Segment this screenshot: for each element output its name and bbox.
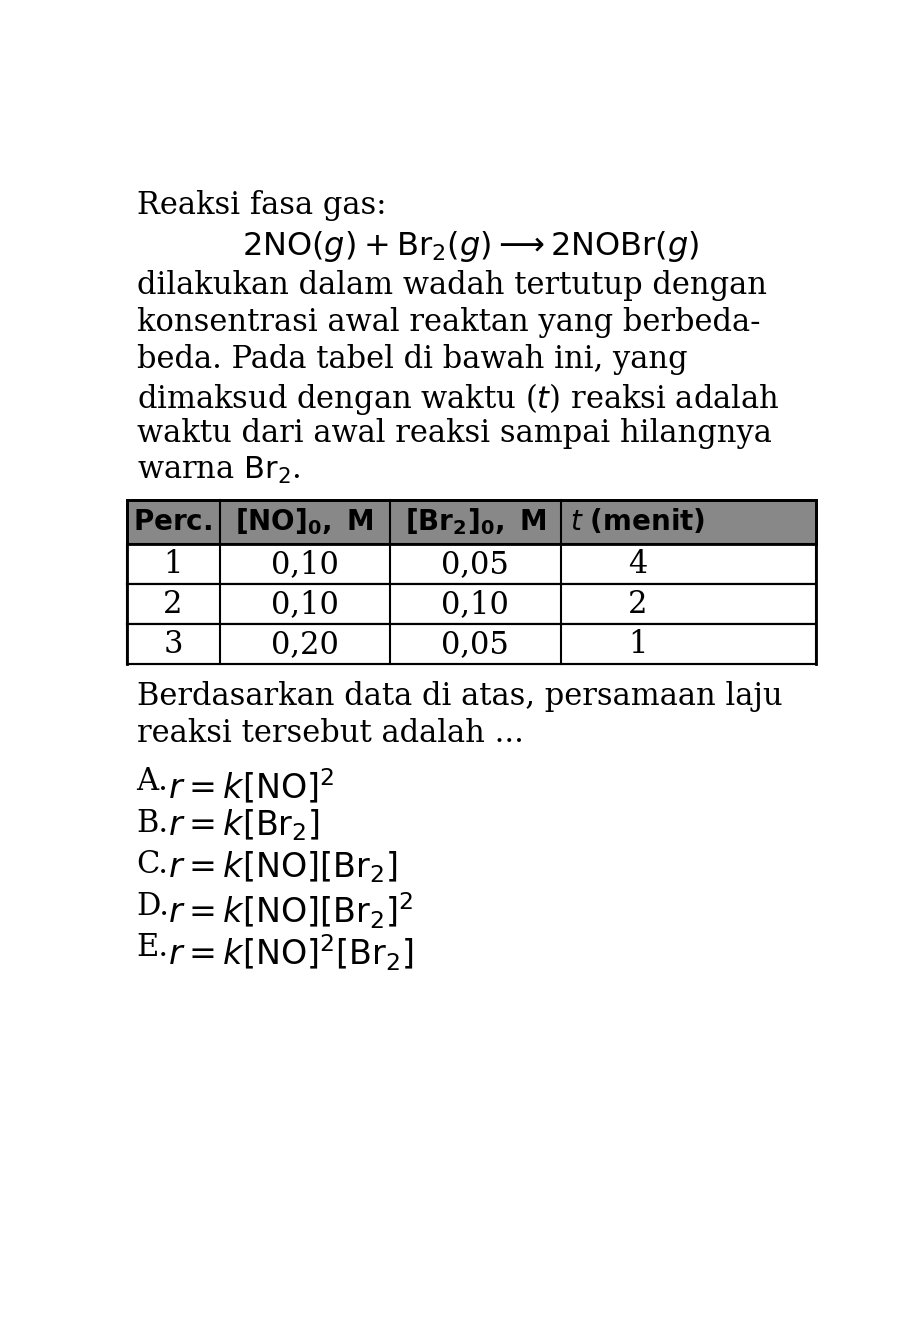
Text: D.: D. [137,891,170,922]
Text: reaksi tersebut adalah ...: reaksi tersebut adalah ... [137,718,524,750]
Text: 0,10: 0,10 [271,588,339,620]
Text: 1: 1 [629,628,648,660]
Text: B.: B. [137,807,169,839]
Text: beda. Pada tabel di bawah ini, yang: beda. Pada tabel di bawah ini, yang [137,344,687,375]
Bar [127,624,816,664]
Text: Reaksi fasa gas:: Reaksi fasa gas: [137,191,386,221]
Text: warna $\mathrm{Br}_2$.: warna $\mathrm{Br}_2$. [137,455,300,486]
Bar [127,544,816,584]
Text: 2: 2 [164,588,183,620]
Text: 0,05: 0,05 [441,628,509,660]
Text: $r = k[\mathrm{NO}][\mathrm{Br}_2]$: $r = k[\mathrm{NO}][\mathrm{Br}_2]$ [167,850,397,884]
Bar [127,500,816,544]
Text: $\mathbf{[NO]_0,\ M}$: $\mathbf{[NO]_0,\ M}$ [235,507,374,538]
Bar [127,584,816,624]
Text: $\mathbf{Perc.}$: $\mathbf{Perc.}$ [133,508,212,536]
Text: E.: E. [137,932,169,963]
Text: $r = k[\mathrm{NO}]^2$: $r = k[\mathrm{NO}]^2$ [167,766,334,804]
Text: konsentrasi awal reaktan yang berbeda-: konsentrasi awal reaktan yang berbeda- [137,307,760,338]
Text: 4: 4 [629,548,648,580]
Text: $\mathbf{\mathit{t}\ (menit)}$: $\mathbf{\mathit{t}\ (menit)}$ [571,507,706,536]
Text: 0,10: 0,10 [441,588,509,620]
Text: 0,20: 0,20 [271,628,339,660]
Text: dimaksud dengan waktu ($t$) reaksi adalah: dimaksud dengan waktu ($t$) reaksi adala… [137,382,779,418]
Text: 3: 3 [164,628,183,660]
Text: 1: 1 [164,548,183,580]
Text: waktu dari awal reaksi sampai hilangnya: waktu dari awal reaksi sampai hilangnya [137,418,771,450]
Text: 0,10: 0,10 [271,548,339,580]
Text: $r = k[\mathrm{NO}][\mathrm{Br}_2]^2$: $r = k[\mathrm{NO}][\mathrm{Br}_2]^2$ [167,891,413,931]
Text: A.: A. [137,766,168,798]
Text: Berdasarkan data di atas, persamaan laju: Berdasarkan data di atas, persamaan laju [137,682,782,712]
Text: C.: C. [137,850,168,880]
Text: 2: 2 [629,588,648,620]
Text: $r = k[\mathrm{NO}]^2[\mathrm{Br}_2]$: $r = k[\mathrm{NO}]^2[\mathrm{Br}_2]$ [167,932,413,972]
Text: $r = k[\mathrm{Br}_2]$: $r = k[\mathrm{Br}_2]$ [167,807,320,843]
Text: $2\mathrm{NO}(g) + \mathrm{Br}_2(g) \longrightarrow 2\mathrm{NOBr}(g)$: $2\mathrm{NO}(g) + \mathrm{Br}_2(g) \lon… [242,228,699,264]
Text: $\mathbf{[Br_2]_0,\ M}$: $\mathbf{[Br_2]_0,\ M}$ [404,507,546,538]
Text: 0,05: 0,05 [441,548,509,580]
Text: dilakukan dalam wadah tertutup dengan: dilakukan dalam wadah tertutup dengan [137,271,766,301]
